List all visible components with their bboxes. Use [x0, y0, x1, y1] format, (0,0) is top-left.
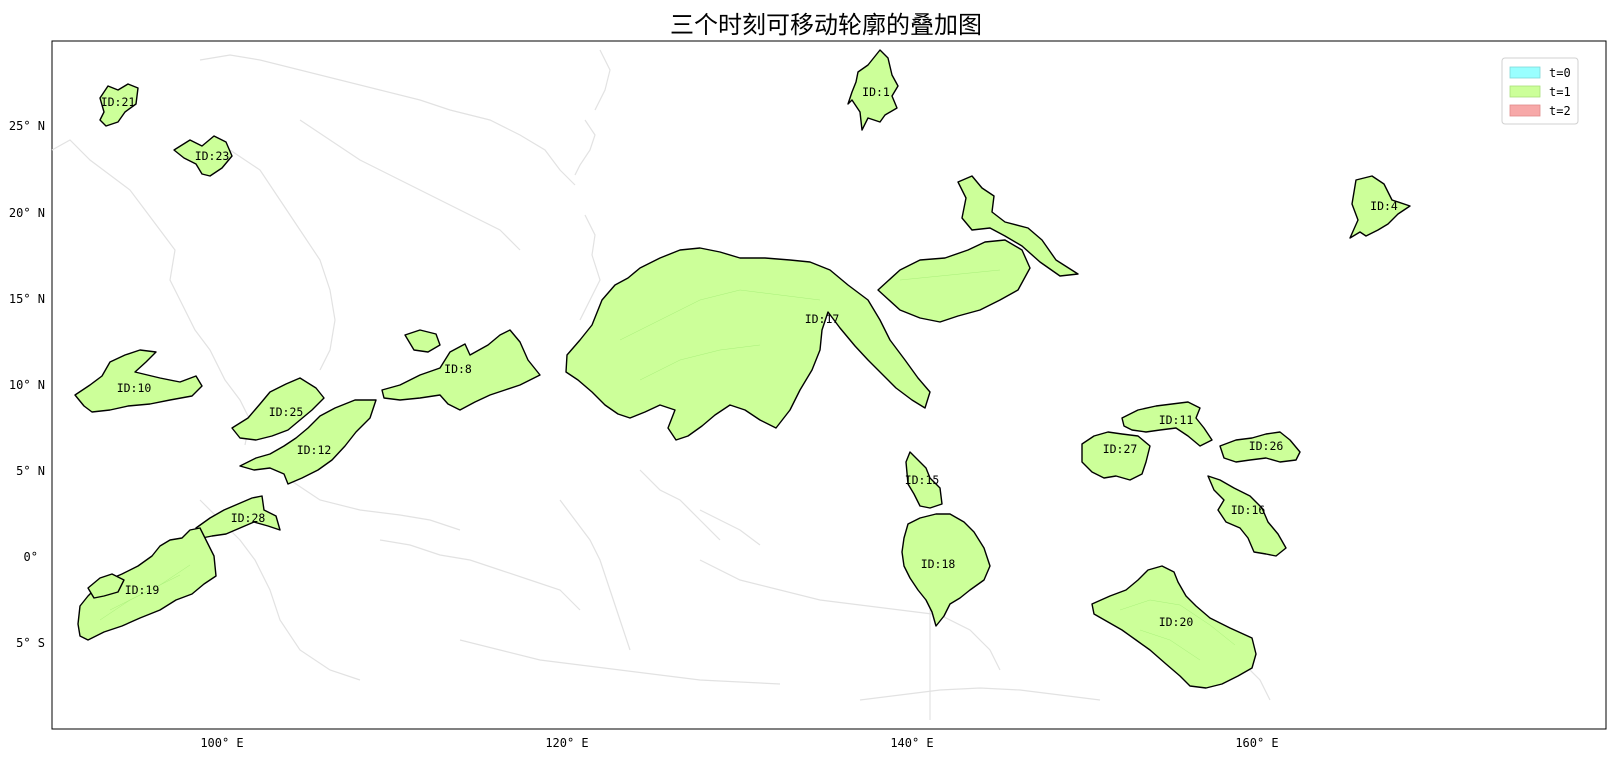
region-label: ID:12: [297, 443, 332, 457]
region-label: ID:17: [805, 312, 840, 326]
region-shape-17[interactable]: [565, 175, 1079, 441]
region-label: ID:10: [117, 381, 152, 395]
region-label: ID:28: [231, 511, 266, 525]
region-label: ID:21: [101, 95, 136, 109]
region-shape-11[interactable]: [1121, 401, 1213, 447]
region-labels: ID:1 ID:21 ID:23 ID:4 ID:17 ID:8 ID:10 I…: [101, 85, 1398, 629]
legend: t=0 t=1 t=2: [1501, 57, 1579, 125]
region-label: ID:11: [1159, 413, 1194, 427]
region-shape-18[interactable]: [901, 513, 991, 627]
legend-label-t0: t=0: [1549, 66, 1571, 80]
region-label: ID:4: [1370, 199, 1398, 213]
region-shape-1[interactable]: [847, 49, 899, 131]
region-shape-26[interactable]: [1219, 431, 1301, 463]
region-shape-19[interactable]: [77, 527, 217, 641]
y-tick-label: 0°: [24, 550, 38, 564]
region-label: ID:20: [1159, 615, 1194, 629]
y-tick-label: 25° N: [9, 119, 45, 133]
region-shape-23[interactable]: [173, 135, 233, 177]
region-shape-25[interactable]: [231, 377, 325, 441]
legend-swatch-t0: [1509, 66, 1541, 79]
regions-layer: [74, 49, 1411, 689]
region-shape-20[interactable]: [1091, 565, 1257, 689]
region-label: ID:1: [862, 85, 890, 99]
x-tick-label: 100° E: [200, 736, 243, 750]
y-tick-label: 5° N: [16, 464, 45, 478]
region-label: ID:27: [1103, 442, 1138, 456]
region-shape-27[interactable]: [1081, 431, 1151, 481]
y-tick-label: 5° S: [16, 636, 45, 650]
y-tick-label: 20° N: [9, 206, 45, 220]
region-label: ID:18: [921, 557, 956, 571]
map-title: 三个时刻可移动轮廓的叠加图: [670, 11, 982, 39]
region-shape-16[interactable]: [1207, 475, 1287, 557]
region-label: ID:23: [195, 149, 230, 163]
region-shape-10[interactable]: [74, 349, 203, 413]
y-tick-label: 10° N: [9, 378, 45, 392]
region-shape-8[interactable]: [381, 329, 541, 411]
legend-swatch-t2: [1509, 104, 1541, 117]
region-shape-12[interactable]: [239, 399, 377, 485]
region-shape-28[interactable]: [195, 495, 281, 539]
region-label: ID:25: [269, 405, 304, 419]
region-shape-4[interactable]: [1349, 175, 1411, 239]
region-label: ID:26: [1249, 439, 1284, 453]
region-label: ID:15: [905, 473, 940, 487]
y-tick-label: 15° N: [9, 292, 45, 306]
legend-label-t2: t=2: [1549, 104, 1571, 118]
region-shape-21[interactable]: [99, 83, 139, 127]
y-axis-labels: 25° N 20° N 15° N 10° N 5° N 0° 5° S: [9, 119, 45, 650]
region-label: ID:16: [1231, 503, 1266, 517]
region-shape-15[interactable]: [905, 451, 943, 509]
legend-label-t1: t=1: [1549, 85, 1571, 99]
x-axis-labels: 100° E 120° E 140° E 160° E: [200, 736, 1278, 750]
x-tick-label: 140° E: [890, 736, 933, 750]
region-label: ID:8: [444, 362, 472, 376]
legend-swatch-t1: [1509, 85, 1541, 98]
x-tick-label: 160° E: [1235, 736, 1278, 750]
region-label: ID:19: [125, 583, 160, 597]
x-tick-label: 120° E: [545, 736, 588, 750]
